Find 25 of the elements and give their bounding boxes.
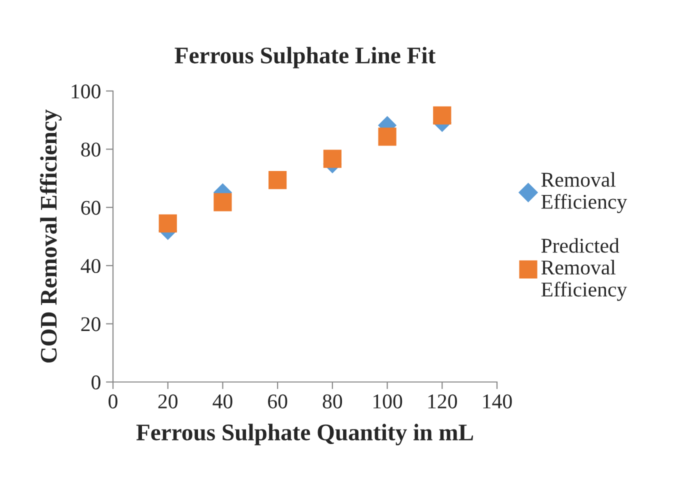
point — [268, 170, 287, 190]
y-tick-label: 20 — [81, 317, 100, 332]
x-tick-label: 80 — [322, 394, 342, 408]
point — [158, 214, 177, 232]
x-tick-label: 40 — [212, 394, 232, 408]
x-tick-label: 140 — [483, 394, 512, 408]
point — [214, 193, 232, 212]
y-tick-label: 40 — [80, 258, 100, 274]
x-tick-label: 0 — [108, 394, 118, 408]
y-tick-label: 0 — [92, 375, 100, 390]
point — [378, 128, 396, 146]
x-tick-label: 60 — [268, 394, 288, 408]
y-tick-label: 60 — [81, 200, 100, 215]
y-tick-label: 80 — [81, 142, 100, 157]
point — [433, 106, 452, 124]
point — [323, 150, 342, 168]
x-tick-label: 100 — [373, 394, 402, 408]
x-tick-label: 120 — [428, 394, 457, 408]
legend-label: Predicted Removal Efficiency — [541, 238, 628, 301]
legend-label: Removal Efficiency — [541, 172, 628, 214]
y-axis-title: COD Removal Efficiency — [40, 110, 62, 363]
y-tick-label: 100 — [72, 84, 100, 98]
chart-title: Ferrous Sulphate Line Fit — [174, 46, 436, 68]
x-axis-title: Ferrous Sulphate Quantity in mL — [136, 424, 474, 446]
x-tick-label: 20 — [158, 394, 178, 408]
